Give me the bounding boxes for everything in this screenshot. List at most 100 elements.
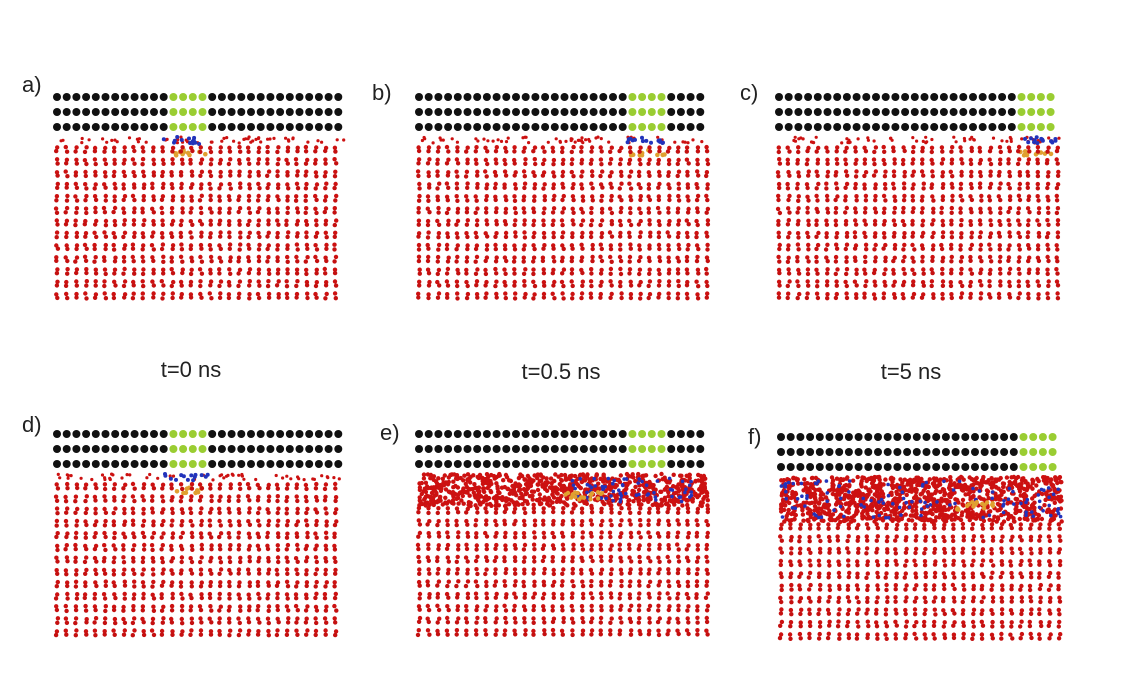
electrode-atom [111,123,120,131]
atom [987,157,992,162]
electrode-atom [492,430,501,438]
atom [443,495,448,500]
electrode-atom [618,460,627,468]
atom [75,506,80,512]
ion [589,491,595,496]
atom [435,279,440,285]
atom [180,161,185,166]
atom [786,169,791,175]
electrode-atom [324,460,333,468]
atom [436,543,441,548]
electrode-atom [686,123,695,131]
atom [227,206,232,211]
atom [208,267,213,272]
atom [256,494,261,500]
atom [93,161,98,167]
atom [949,222,954,227]
atom [627,267,633,272]
atom [236,498,241,503]
atom [313,243,318,248]
atom [295,519,301,524]
atom [417,271,422,276]
electrode-atom [531,123,540,131]
atom [1025,234,1030,240]
atom [872,149,877,155]
atom [580,283,585,288]
panel-label: a) [22,72,42,97]
atom [854,169,859,174]
atom [314,579,319,585]
atom [554,499,559,504]
atom [170,218,176,224]
atom [266,218,271,223]
atom [179,292,184,297]
atom [541,246,546,251]
electrode-atom-active [1017,108,1026,116]
atom [314,280,319,285]
atom [590,246,595,252]
atom [122,295,127,300]
atom [816,145,821,151]
atom [121,560,127,565]
atom [513,234,518,239]
atom [426,198,431,203]
atom [113,186,118,191]
atom [180,486,185,492]
atom [503,194,508,199]
atom [483,530,488,536]
atom [704,173,709,179]
atom [423,494,429,499]
atom [520,502,525,507]
atom [609,170,614,175]
atom [170,157,175,162]
atom [180,206,185,211]
atom [170,145,176,151]
atom [978,222,983,227]
atom [285,173,290,178]
electrode-atom [101,93,110,101]
atom [199,580,204,585]
atom [871,173,877,178]
atom [599,506,604,511]
atom [266,628,271,634]
electrode-atom [72,123,81,131]
atom [151,596,157,601]
atom [684,218,689,223]
atom [324,280,329,285]
atom [63,616,69,621]
electrode-atom [53,430,61,438]
atom [599,234,604,240]
atom [862,186,867,191]
atom [150,535,155,540]
atom [939,205,944,211]
atom [609,193,614,199]
atom [436,235,441,240]
atom [696,173,701,178]
atom [815,161,820,166]
atom [656,219,662,224]
atom [560,222,565,228]
atom [294,267,300,272]
atom [150,185,155,191]
electrode-atom [521,430,530,438]
atom [666,259,672,264]
electrode-atom [305,108,314,116]
atom [637,243,642,248]
atom [997,247,1002,252]
atom [1035,270,1040,276]
atom [122,628,128,633]
atom [589,181,594,186]
atom [658,489,663,494]
atom [198,567,204,572]
atom [324,620,329,625]
atom [73,194,78,199]
atom [237,194,242,199]
atom [314,247,320,252]
atom [305,604,310,609]
atom [435,218,440,224]
atom [530,497,535,502]
atom [93,482,98,487]
atom [141,243,146,248]
atom [322,616,328,621]
atom [930,222,935,227]
